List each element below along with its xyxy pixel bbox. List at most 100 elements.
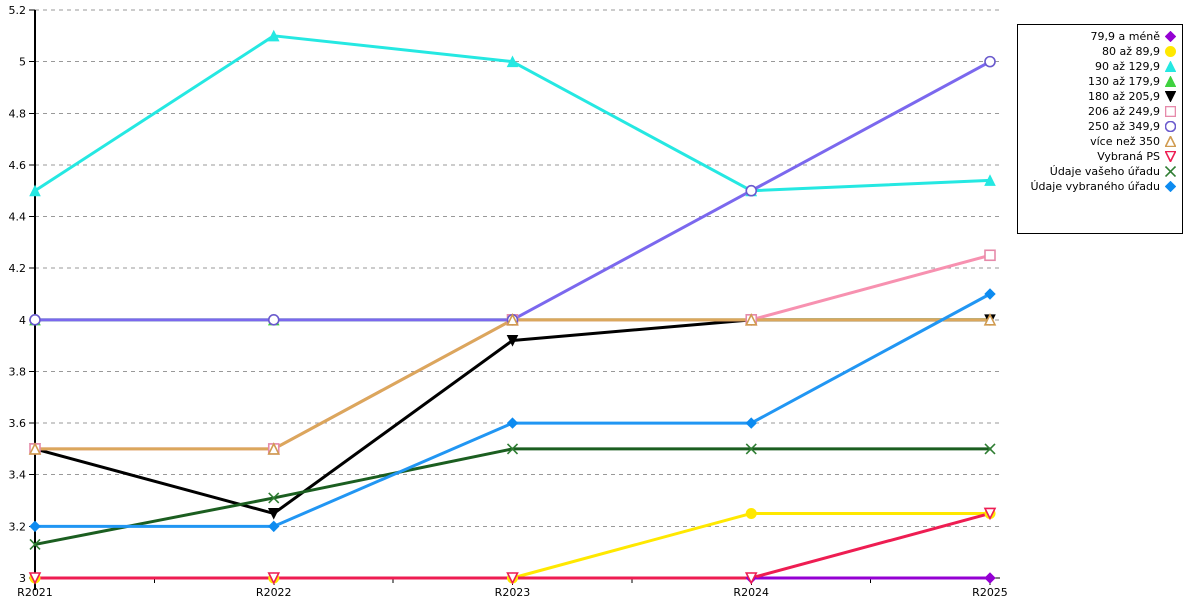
x-axis-tick-label: R2022 (256, 586, 292, 599)
series-4 (33, 318, 992, 515)
data-point (267, 572, 281, 585)
data-point (506, 572, 519, 585)
data-point (268, 492, 280, 504)
data-point (267, 29, 280, 42)
legend-marker-icon (1165, 181, 1176, 192)
legend-item-label: 180 až 205,9 (1088, 90, 1160, 103)
x-axis-tick-label: R2023 (495, 586, 531, 599)
data-point (506, 334, 519, 347)
series-markers-10 (29, 288, 996, 533)
legend-item-label: 250 až 349,9 (1088, 120, 1160, 133)
legend-marker-icon (1165, 91, 1176, 102)
data-point (29, 538, 41, 551)
legend-item-label: více než 350 (1090, 135, 1160, 148)
y-axis-tick-label: 3.6 (9, 417, 27, 430)
legend-item-label: 79,9 a méně (1090, 30, 1160, 43)
legend-item[interactable]: více než 350 (1024, 134, 1176, 149)
data-point (267, 507, 280, 520)
series-line (33, 511, 992, 580)
chart-legend: 79,9 a méně 80 až 89,9 90 až 129,9 130 až 1… (1017, 24, 1183, 234)
y-axis-tick-label: 4.6 (9, 159, 27, 172)
series-1 (33, 511, 992, 580)
series-8 (33, 511, 992, 580)
data-point (28, 572, 42, 585)
data-point (984, 288, 996, 300)
y-axis-tick-label: 3 (19, 572, 26, 585)
data-point (984, 249, 996, 262)
data-point (984, 443, 996, 455)
data-point (745, 443, 757, 455)
series-line (33, 60, 992, 322)
legend-item[interactable]: 180 až 205,9 (1024, 89, 1176, 104)
data-point (28, 442, 42, 455)
data-point (29, 314, 41, 326)
legend-marker-icon (1165, 151, 1176, 162)
y-axis-tick-label: 4 (19, 314, 26, 327)
y-axis-tick-label: 5.2 (9, 4, 27, 17)
series-6 (33, 60, 992, 322)
x-axis-tick-label: R2021 (17, 586, 53, 599)
legend-item-label: 90 až 129,9 (1095, 60, 1160, 73)
legend-marker-icon (1165, 31, 1176, 42)
data-point (744, 572, 758, 585)
x-axis-tick-label: R2025 (972, 586, 1008, 599)
legend-item[interactable]: 130 až 179,9 (1024, 74, 1176, 89)
data-point (29, 184, 41, 197)
data-point (267, 442, 281, 455)
legend-item[interactable]: Vybraná PS (1024, 149, 1176, 164)
legend-item[interactable]: 250 až 349,9 (1024, 119, 1176, 134)
legend-item-label: Vybraná PS (1097, 150, 1160, 163)
legend-item[interactable]: 206 až 249,9 (1024, 104, 1176, 119)
legend-item[interactable]: Údaje vašeho úřadu (1024, 164, 1176, 179)
legend-item-label: 206 až 249,9 (1088, 105, 1160, 118)
data-point (745, 417, 757, 429)
series-line (33, 447, 992, 546)
data-point (29, 520, 41, 533)
legend-item-label: Údaje vašeho úřadu (1049, 165, 1160, 178)
data-point (506, 313, 519, 326)
y-axis-tick-label: 4.4 (9, 211, 27, 224)
x-axis-tick-label: R2024 (733, 586, 769, 599)
data-point (984, 572, 996, 584)
series-line (33, 292, 992, 528)
legend-list: 79,9 a méně 80 až 89,9 90 až 129,9 130 až 1… (1018, 25, 1182, 198)
legend-item-label: 130 až 179,9 (1088, 75, 1160, 88)
y-axis-tick-label: 3.8 (9, 365, 27, 378)
legend-marker-icon (1165, 106, 1176, 117)
legend-marker-icon (1165, 166, 1176, 177)
data-point (744, 313, 758, 326)
data-point (506, 443, 519, 455)
legend-item-label: 80 až 89,9 (1102, 45, 1160, 58)
series-markers-6 (29, 55, 996, 326)
legend-marker-icon (1165, 121, 1176, 132)
y-axis-tick-label: 4.8 (9, 107, 27, 120)
legend-item[interactable]: Údaje vybraného úřadu (1024, 179, 1176, 194)
y-axis-tick-label: 5 (19, 56, 26, 69)
series-markers-7 (28, 313, 997, 455)
legend-item[interactable]: 90 až 129,9 (1024, 59, 1176, 74)
data-point (745, 184, 758, 197)
data-point (506, 417, 519, 429)
data-point (983, 313, 997, 326)
data-point (268, 520, 280, 533)
data-point (983, 507, 997, 521)
data-point (745, 507, 757, 519)
series-markers-9 (29, 443, 996, 551)
series-line (33, 511, 992, 580)
y-axis-tick-label: 3.4 (9, 469, 27, 482)
y-axis-tick-label: 3.2 (9, 520, 27, 533)
series-markers-8 (28, 507, 997, 585)
legend-marker-icon (1165, 46, 1176, 57)
series-markers-1 (29, 507, 996, 584)
series-9 (33, 447, 992, 546)
legend-marker-icon (1165, 136, 1176, 147)
legend-item-label: Údaje vybraného úřadu (1030, 180, 1161, 193)
data-point (984, 55, 996, 68)
legend-item[interactable]: 80 až 89,9 (1024, 44, 1176, 59)
data-point (984, 174, 996, 186)
series-line (33, 318, 992, 515)
data-point (267, 314, 280, 326)
legend-item[interactable]: 79,9 a méně (1024, 29, 1176, 44)
